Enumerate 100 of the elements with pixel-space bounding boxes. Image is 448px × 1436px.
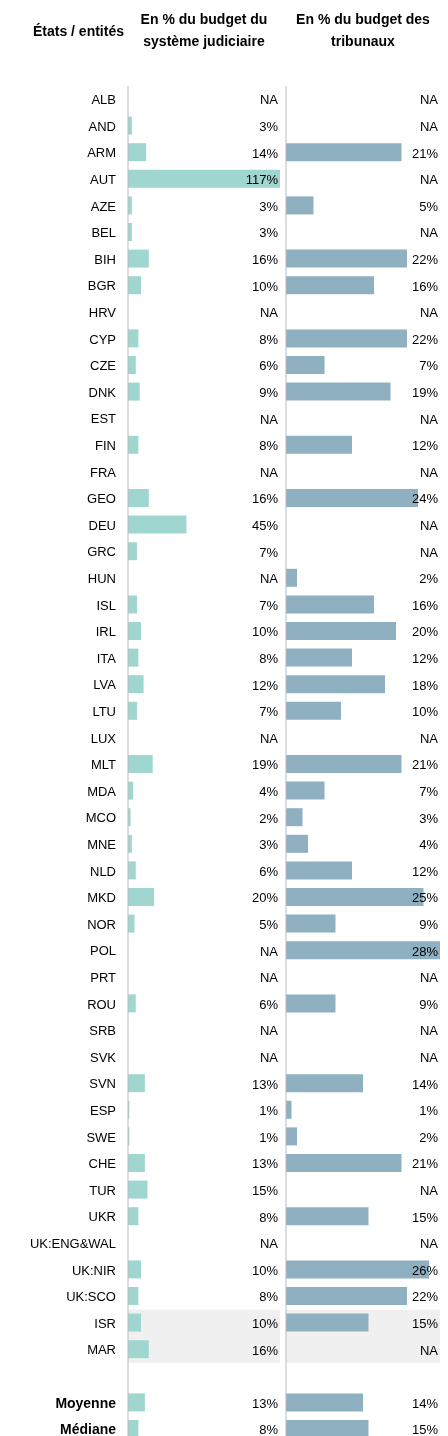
data-label: 10% — [251, 1315, 279, 1331]
y-tick-label: ISR — [94, 1315, 116, 1331]
text: NA — [259, 730, 278, 746]
y-tick-label: FRA — [90, 464, 117, 480]
data-label: 1% — [259, 1103, 279, 1119]
data-label: 13% — [251, 1076, 279, 1092]
data-label: 10% — [411, 704, 439, 720]
data-label: 13% — [251, 1395, 279, 1411]
y-tick-label: MNE — [87, 837, 117, 853]
data-label: 9% — [419, 916, 439, 932]
data-label: 28% — [411, 943, 439, 959]
y-tick-label: BGR — [87, 278, 116, 294]
y-tick-label: SWE — [86, 1129, 117, 1145]
data-label: 3% — [259, 225, 279, 241]
y-tick-label: SVK — [90, 1049, 117, 1065]
data-label: 9% — [419, 996, 439, 1012]
y-tick-label: CZE — [90, 358, 117, 374]
data-label: 24% — [411, 491, 439, 507]
data-label: 2% — [419, 1129, 439, 1145]
y-tick-label: HUN — [87, 571, 116, 587]
data-label: 4% — [259, 783, 279, 799]
y-axis-title: États / entités — [31, 22, 125, 41]
data-label: 1% — [419, 1103, 439, 1119]
text: NA — [419, 92, 438, 108]
data-label: 16% — [411, 597, 439, 613]
y-tick-label: DEU — [88, 517, 116, 533]
y-tick-label: MLT — [90, 757, 117, 773]
data-label: 19% — [251, 757, 279, 773]
y-tick-label: UK:NIR — [71, 1262, 116, 1278]
data-label: 8% — [259, 1289, 279, 1305]
data-label: 8% — [259, 438, 279, 454]
y-tick-label: TUR — [89, 1182, 116, 1198]
y-tick-label: MCO — [85, 810, 116, 826]
text: NA — [419, 464, 438, 480]
y-tick-label: EST — [90, 411, 117, 427]
y-tick-label: UK:ENG&WAL — [29, 1236, 116, 1252]
data-label: 12% — [411, 438, 439, 454]
text: NA — [419, 544, 438, 560]
data-label: 10% — [251, 278, 279, 294]
text: NA — [259, 92, 278, 108]
data-label: 12% — [251, 677, 279, 693]
y-tick-label: LUX — [90, 730, 117, 746]
data-label: 10% — [251, 624, 279, 640]
data-label: 8% — [259, 650, 279, 666]
data-label: 6% — [259, 863, 279, 879]
text: NA — [259, 970, 278, 986]
data-label: 6% — [259, 996, 279, 1012]
y-tick-label: CHE — [88, 1156, 117, 1172]
y-tick-label: ESP — [90, 1103, 116, 1119]
data-label: 10% — [251, 1262, 279, 1278]
y-tick-label: LVA — [93, 677, 117, 693]
y-tick-label: HRV — [88, 305, 117, 321]
data-label: 7% — [419, 783, 439, 799]
y-tick-label: Moyenne — [55, 1394, 117, 1411]
y-tick-label: PRT — [90, 970, 117, 986]
data-label: 20% — [411, 624, 439, 640]
y-tick-label: FIN — [95, 438, 116, 454]
text: NA — [259, 305, 278, 321]
data-label: 3% — [259, 198, 279, 214]
data-label: 21% — [411, 757, 439, 773]
y-tick-label: ITA — [96, 650, 117, 666]
text: NA — [419, 1049, 438, 1065]
chart-title: En % du budget du système judiciaire — [139, 10, 269, 51]
y-tick-label: AUT — [90, 172, 117, 188]
y-tick-label: ISL — [96, 597, 116, 613]
data-label: 8% — [259, 1422, 279, 1436]
data-label: 7% — [419, 358, 439, 374]
text: NA — [419, 1023, 438, 1039]
y-tick-label: GEO — [87, 491, 116, 507]
y-tick-label: BIH — [94, 251, 116, 267]
text: NA — [259, 1049, 278, 1065]
data-label: 22% — [411, 1289, 439, 1305]
text: NA — [419, 517, 438, 533]
data-label: 8% — [259, 1209, 279, 1225]
data-label: 21% — [411, 145, 439, 161]
chart-title: En % du budget des tribunaux — [295, 10, 431, 51]
data-label: 5% — [419, 198, 439, 214]
text: NA — [419, 411, 438, 427]
data-label: 14% — [411, 1076, 439, 1092]
y-tick-label: DNK — [88, 384, 117, 400]
data-label: 7% — [259, 544, 279, 560]
y-tick-label: UK:SCO — [66, 1289, 116, 1305]
text: NA — [419, 172, 438, 188]
y-tick-label: AZE — [90, 198, 117, 214]
text: NA — [419, 1342, 438, 1358]
text: NA — [419, 305, 438, 321]
y-tick-label: IRL — [95, 624, 116, 640]
data-label: 16% — [251, 1342, 279, 1358]
y-tick-label: ALB — [91, 92, 116, 108]
data-label: 15% — [411, 1315, 439, 1331]
data-label: 25% — [411, 890, 439, 906]
data-label: 7% — [259, 597, 279, 613]
text: NA — [259, 571, 278, 587]
data-label: 8% — [259, 331, 279, 347]
data-label: 16% — [411, 278, 439, 294]
data-label: 2% — [259, 810, 279, 826]
y-tick-label: LTU — [92, 704, 116, 720]
data-label: 117% — [245, 172, 279, 188]
data-label: 3% — [259, 118, 279, 134]
data-label: 3% — [419, 810, 439, 826]
